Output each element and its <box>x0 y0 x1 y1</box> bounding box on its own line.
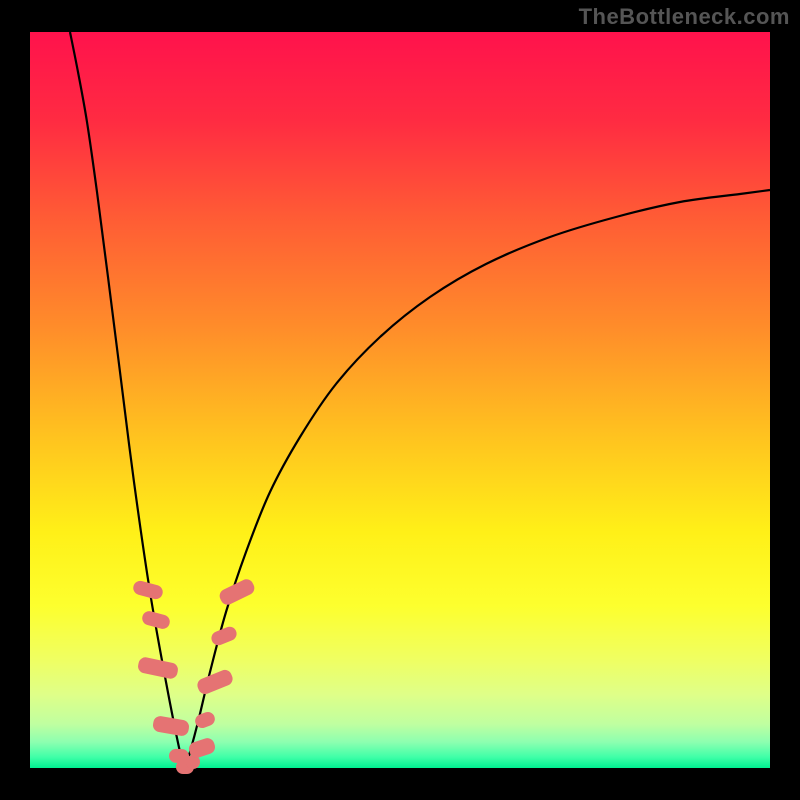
chart-container: { "watermark": { "text": "TheBottleneck.… <box>0 0 800 800</box>
watermark-text: TheBottleneck.com <box>579 4 790 30</box>
plot-background <box>30 32 770 768</box>
bottleneck-chart <box>0 0 800 800</box>
